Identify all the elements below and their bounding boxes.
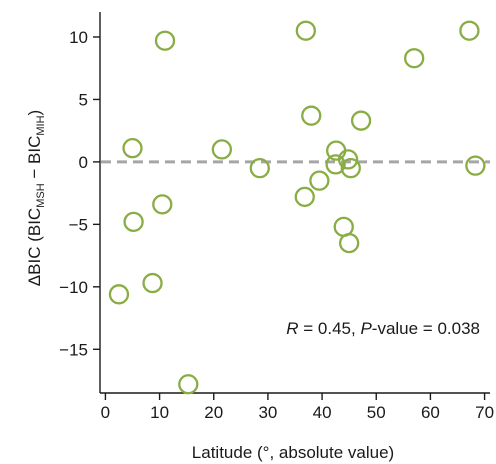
data-point: [178, 374, 199, 395]
annotation-r-text: = 0.45,: [299, 319, 361, 338]
x-tick-label: 0: [101, 403, 110, 422]
data-point: [326, 140, 347, 161]
y-axis: −15 −10 −5 0 5 10: [59, 28, 100, 359]
data-point: [301, 105, 322, 126]
x-tick-label: 70: [475, 403, 494, 422]
annotation-r-label: R: [286, 319, 298, 338]
y-axis-title-sub1: MSH: [35, 183, 47, 208]
data-points: [108, 20, 486, 395]
x-tick-label: 20: [204, 403, 223, 422]
x-tick-label: 10: [150, 403, 169, 422]
y-axis-title-prefix: ΔBIC (BIC: [25, 208, 44, 286]
x-tick-label: 50: [367, 403, 386, 422]
data-point: [108, 284, 130, 305]
data-point: [123, 211, 144, 233]
y-tick-label: −15: [59, 340, 88, 359]
data-point: [211, 139, 233, 160]
data-point: [339, 232, 360, 254]
data-point: [459, 20, 480, 41]
y-axis-title: ΔBIC (BICMSH − BICMIH): [25, 110, 47, 286]
annotation-p-text: -value = 0.038: [372, 319, 480, 338]
plot-frame: [99, 12, 490, 394]
x-axis-title: Latitude (°, absolute value): [192, 443, 394, 462]
data-point: [465, 155, 486, 176]
data-point: [295, 20, 316, 41]
y-axis-title-suffix: ): [25, 110, 44, 116]
annotation-p-label: P: [360, 319, 372, 338]
data-point: [309, 170, 330, 191]
x-tick-label: 60: [421, 403, 440, 422]
correlation-annotation: R = 0.45, P-value = 0.038: [286, 319, 480, 338]
data-point: [249, 157, 270, 179]
data-point: [340, 157, 361, 179]
data-point: [142, 272, 163, 294]
data-point: [152, 194, 173, 215]
y-axis-title-sub2: MIH: [35, 115, 47, 135]
data-point: [154, 30, 176, 51]
data-point: [404, 48, 425, 69]
x-tick-label: 30: [258, 403, 277, 422]
y-tick-label: 10: [69, 28, 88, 47]
y-axis-title-middle: − BIC: [25, 136, 44, 184]
x-tick-label: 40: [313, 403, 332, 422]
y-tick-label: −10: [59, 278, 88, 297]
data-point: [350, 110, 372, 131]
data-point: [294, 186, 315, 208]
data-point: [122, 138, 143, 159]
data-point: [325, 154, 346, 175]
y-tick-label: −5: [69, 215, 88, 234]
x-axis: 0 10 20 30 40 50 60 70: [101, 393, 494, 422]
y-tick-label: 5: [79, 90, 88, 109]
y-tick-label: 0: [79, 153, 88, 172]
data-point: [337, 149, 359, 170]
